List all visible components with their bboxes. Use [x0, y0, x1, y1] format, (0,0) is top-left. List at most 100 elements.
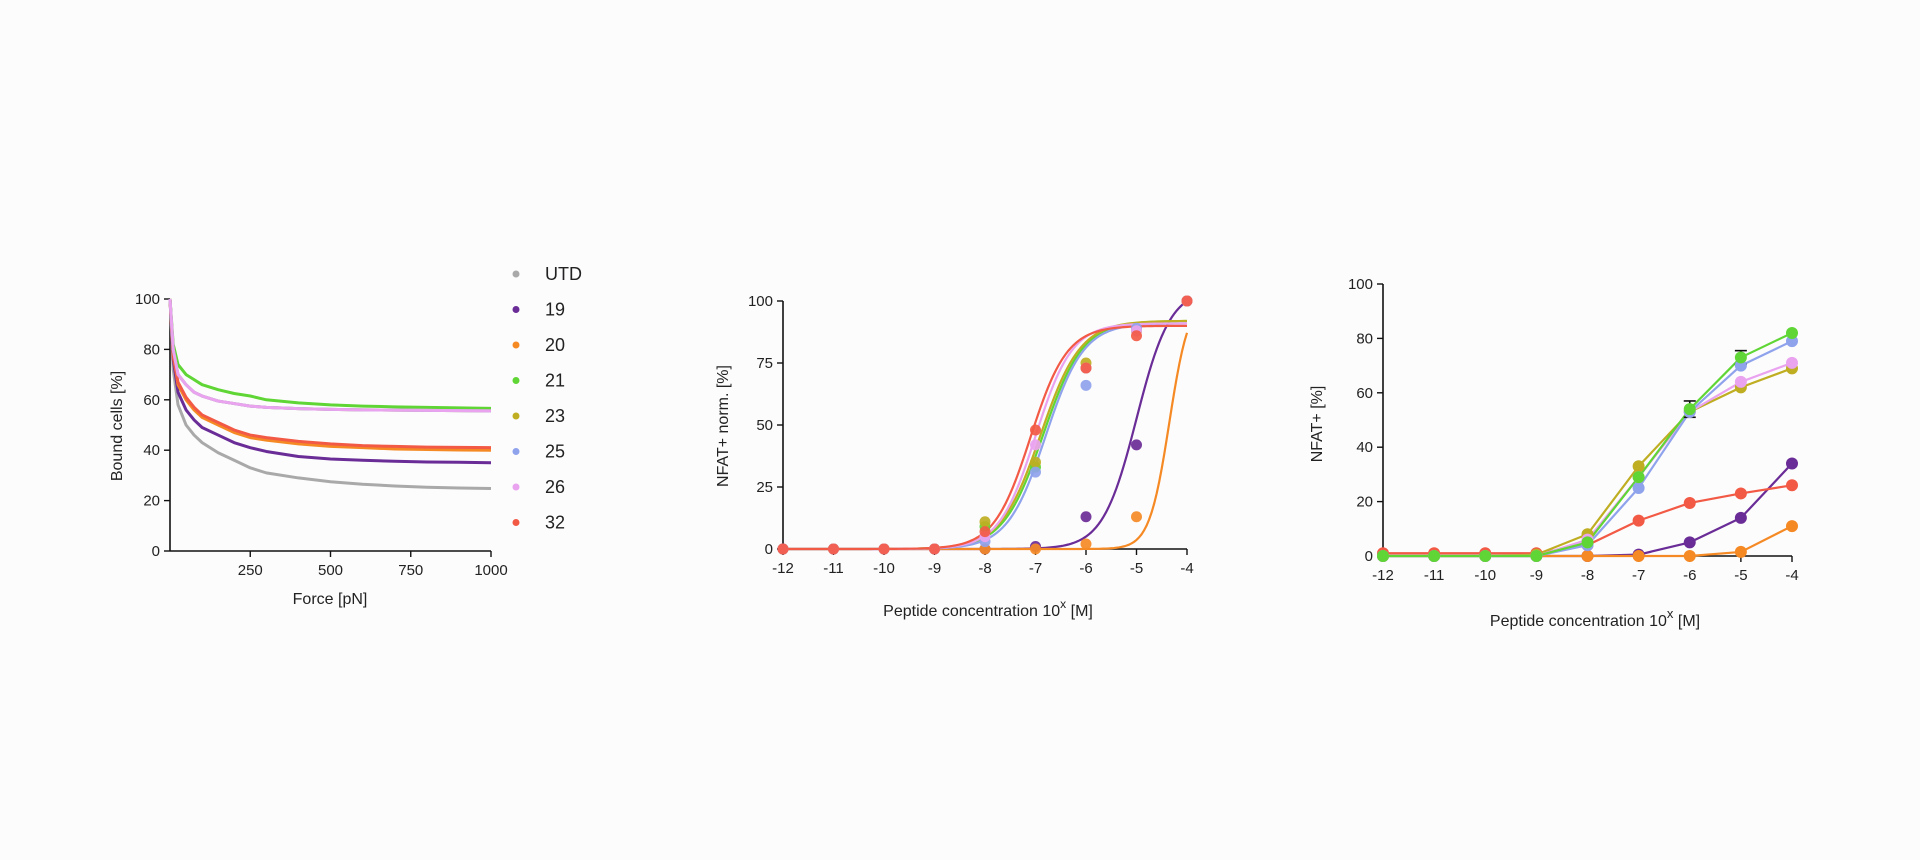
y-tick-label: 80 [1356, 330, 1373, 347]
y-tick-label: 40 [143, 442, 160, 459]
data-point-21 [1377, 550, 1389, 562]
data-point-32 [1734, 487, 1747, 500]
fit-curve-32 [782, 324, 1188, 551]
chart-nfat-normalized: -12 -11 -10 -9 -8 -7 -6 -5 -4 0 25 50 75 100 Peptide … [715, 293, 1194, 620]
x-tick-label: 250 [238, 562, 263, 579]
legend-label-20: 20 [545, 335, 565, 355]
legend-label-23: 23 [545, 406, 565, 426]
legend-marker-21 [512, 377, 520, 384]
x-tick-label: -9 [1530, 567, 1543, 584]
fit-curve-19 [783, 300, 1188, 551]
series-line-20 [168, 298, 492, 452]
legend-marker-19 [512, 306, 520, 313]
data-point-19 [1683, 536, 1696, 549]
y-tick-label: 100 [748, 293, 773, 310]
y-tick-label: 0 [765, 541, 773, 558]
data-point-26 [1786, 356, 1798, 369]
series-line-23 [1383, 367, 1793, 558]
x-axis-title-sup: x [1060, 597, 1066, 611]
y-tick-label: 80 [143, 341, 160, 358]
data-point-32 [777, 543, 789, 555]
data-point-32 [1683, 496, 1696, 509]
data-point-19 [1131, 439, 1142, 451]
x-tick-label: -6 [1079, 560, 1092, 577]
data-point-32 [1080, 362, 1092, 374]
x-tick-label: -4 [1785, 567, 1798, 584]
y-axis-title: Bound cells [%] [109, 371, 126, 481]
x-tick-label: -12 [772, 560, 794, 577]
x-axis-title: Peptide concentration 10x [M] [1490, 606, 1700, 630]
y-axis-title: NFAT+ [%] [1309, 386, 1326, 463]
data-point-21 [1479, 550, 1492, 562]
y-tick-label: 50 [756, 417, 773, 434]
x-axis-title-main: Peptide concentration 10 [883, 603, 1060, 620]
data-point-32 [1030, 424, 1041, 436]
data-point-20 [1080, 538, 1092, 550]
fit-curve-23 [782, 319, 1188, 551]
data-point-32 [1181, 295, 1193, 307]
series-line-UTD [168, 298, 492, 491]
data-point-23 [1030, 456, 1041, 468]
x-tick-label: -7 [1029, 560, 1042, 577]
chart-nfat-absolute: -12 -11 -10 -9 -8 -7 -6 -5 -4 0 20 40 60 80 100 Peptid… [1309, 276, 1799, 630]
x-tick-label: -4 [1180, 560, 1193, 577]
x-tick-label: -11 [1424, 567, 1445, 584]
x-axis-title-unit: [M] [1066, 603, 1093, 620]
legend-marker-UTD [512, 270, 520, 278]
y-tick-label: 60 [143, 392, 160, 409]
x-tick-label: 750 [398, 562, 423, 579]
x-tick-label: 1000 [474, 562, 507, 579]
chart-force-curve: 250 500 750 1000 0 20 40 60 80 100 Force [pN] Bou… [109, 264, 582, 608]
series-line-25 [168, 298, 492, 413]
data-point-32 [929, 543, 940, 555]
series-line-23 [168, 298, 492, 413]
x-tick-label: -7 [1632, 567, 1645, 584]
fit-curve-26 [783, 322, 1188, 551]
legend-marker-20 [512, 341, 520, 349]
data-point-20 [1786, 520, 1798, 533]
data-point-32 [828, 543, 839, 555]
legend-marker-23 [512, 412, 520, 420]
legend-label-21: 21 [545, 371, 565, 391]
data-point-32 [1786, 479, 1798, 492]
x-tick-label: -11 [823, 560, 844, 577]
x-tick-label: -12 [1372, 567, 1394, 584]
x-axis-title: Peptide concentration 10x [M] [883, 597, 1093, 620]
legend-label-25: 25 [545, 442, 565, 462]
y-tick-label: 25 [756, 479, 773, 496]
x-tick-label: -8 [1581, 567, 1594, 584]
series-line-32 [168, 298, 492, 450]
series-line-19 [168, 298, 492, 465]
data-point-21 [1581, 536, 1594, 549]
legend-label-32: 32 [545, 513, 565, 533]
data-point-20 [1632, 550, 1645, 562]
x-axis-title-unit: [M] [1673, 613, 1700, 630]
x-tick-label: -9 [928, 560, 941, 577]
y-tick-label: 0 [1365, 548, 1373, 565]
data-point-20 [1734, 545, 1747, 558]
data-point-20 [1030, 543, 1041, 555]
legend-label-UTD: UTD [545, 264, 582, 284]
series-line-21 [168, 298, 492, 410]
y-tick-label: 100 [1348, 276, 1373, 293]
y-tick-label: 40 [1356, 439, 1373, 456]
x-tick-label: 500 [318, 562, 343, 579]
x-tick-label: -5 [1734, 567, 1747, 584]
data-point-19 [1734, 511, 1747, 524]
data-point-32 [979, 526, 991, 538]
y-tick-label: 75 [756, 355, 773, 372]
data-point-32 [1632, 514, 1645, 527]
data-point-23 [1632, 460, 1645, 473]
series-line-26 [168, 298, 492, 413]
data-point-20 [1683, 550, 1696, 562]
data-point-21 [1786, 326, 1798, 339]
data-point-20 [1581, 550, 1594, 562]
data-point-23 [979, 516, 991, 528]
data-point-21 [1530, 550, 1543, 562]
legend-marker-25 [512, 448, 520, 455]
legend-label-26: 26 [545, 477, 565, 497]
y-tick-label: 0 [152, 543, 160, 560]
x-tick-label: -6 [1683, 567, 1696, 584]
x-axis-title-main: Peptide concentration 10 [1490, 613, 1667, 630]
